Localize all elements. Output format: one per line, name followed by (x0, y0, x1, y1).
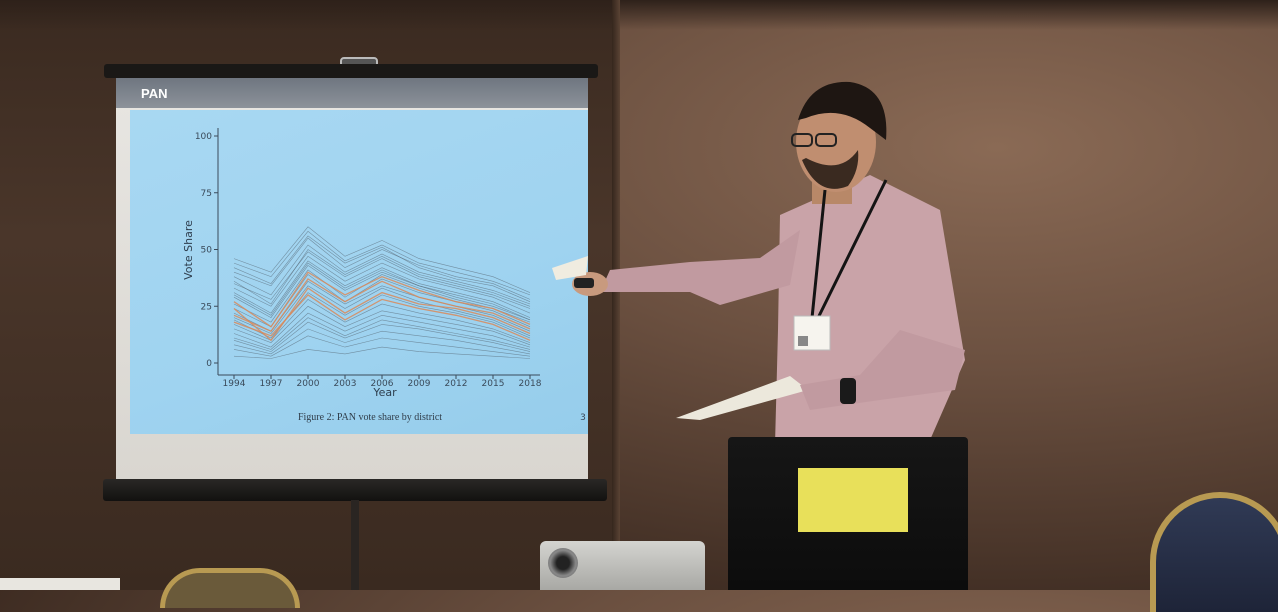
x-tick-label: 2015 (482, 379, 505, 389)
chart-series-line (233, 260, 531, 318)
x-tick-label: 1994 (223, 379, 246, 389)
chart-series-line (233, 305, 531, 346)
x-tick-label: 1997 (260, 379, 283, 389)
chart-series-line (233, 294, 531, 341)
chart-series-group (233, 226, 531, 359)
chart-series-line (233, 262, 531, 321)
chart-series-line (233, 299, 531, 343)
chair-left (160, 568, 300, 608)
x-tick-label: 2000 (297, 379, 320, 389)
projector-lens (548, 548, 578, 578)
chart-series-line (233, 230, 531, 296)
chart-series-line (233, 321, 531, 352)
chart-series-line (233, 244, 531, 305)
slide-title: PAN (141, 86, 168, 101)
chart-series-line (233, 269, 531, 323)
chart-series-line (233, 226, 531, 293)
presenter-beard (802, 150, 859, 189)
screen-tripod (351, 500, 359, 590)
x-axis-title: Year (372, 386, 397, 399)
chart-series-line (233, 285, 531, 337)
screen-top-bar (104, 64, 598, 78)
slide-header-bar (116, 78, 588, 108)
presenter (552, 81, 965, 445)
figure-caption: Figure 2: PAN vote share by district (298, 412, 442, 423)
chart-series-line (233, 271, 531, 328)
x-tick-label: 2003 (334, 379, 357, 389)
slide-page-number: 3 (580, 413, 586, 423)
y-tick-group: 0 25 50 75 100 (195, 132, 218, 369)
wristwatch (840, 378, 856, 404)
y-tick-label: 50 (201, 246, 213, 256)
chart-series-line (233, 312, 531, 348)
x-tick-label: 2009 (408, 379, 431, 389)
wall-corner (612, 0, 620, 590)
x-tick-label: 2006 (371, 379, 394, 389)
presenter-hair (798, 81, 887, 140)
papers-in-other-hand (676, 376, 808, 420)
chart-series-line (233, 251, 531, 309)
x-tick-group: 1994 1997 2000 2003 2006 2009 2012 2015 2018 (223, 375, 542, 389)
chart-series-line (233, 235, 531, 302)
chart-series-line (233, 249, 531, 307)
chart-series-line (233, 264, 531, 321)
x-tick-label: 2012 (445, 379, 468, 389)
table-cloth (0, 578, 120, 590)
chart-series-line (233, 346, 531, 359)
papers-in-pointing-hand (552, 256, 588, 280)
lanyard (810, 179, 888, 319)
y-tick-label: 100 (195, 132, 212, 142)
ceiling-shadow (0, 0, 1278, 30)
slide-body (130, 110, 588, 434)
chart-series-line (233, 237, 531, 300)
chart-series-line (233, 328, 531, 355)
y-axis-title: Vote Share (182, 220, 195, 280)
y-tick-label: 0 (206, 359, 212, 369)
chart-series-line (233, 278, 531, 333)
laptop-sticker (798, 468, 908, 532)
vote-share-chart: 0 25 50 75 100 1994 1997 2000 2003 2006 2009 2012 2… (182, 128, 586, 423)
clicker-remote (574, 278, 594, 288)
presenter-arm (600, 230, 800, 305)
chart-series-line (233, 317, 531, 350)
y-tick-label: 25 (201, 302, 212, 312)
y-tick-label: 75 (201, 189, 212, 199)
glasses-icon-right (815, 133, 837, 147)
badge-qr-code (798, 336, 808, 346)
glasses-icon (791, 133, 813, 147)
x-tick-label: 2018 (519, 379, 542, 389)
screen-bottom-bar (103, 479, 607, 501)
chart-series-line (233, 335, 531, 357)
chart-series-line (233, 255, 531, 314)
